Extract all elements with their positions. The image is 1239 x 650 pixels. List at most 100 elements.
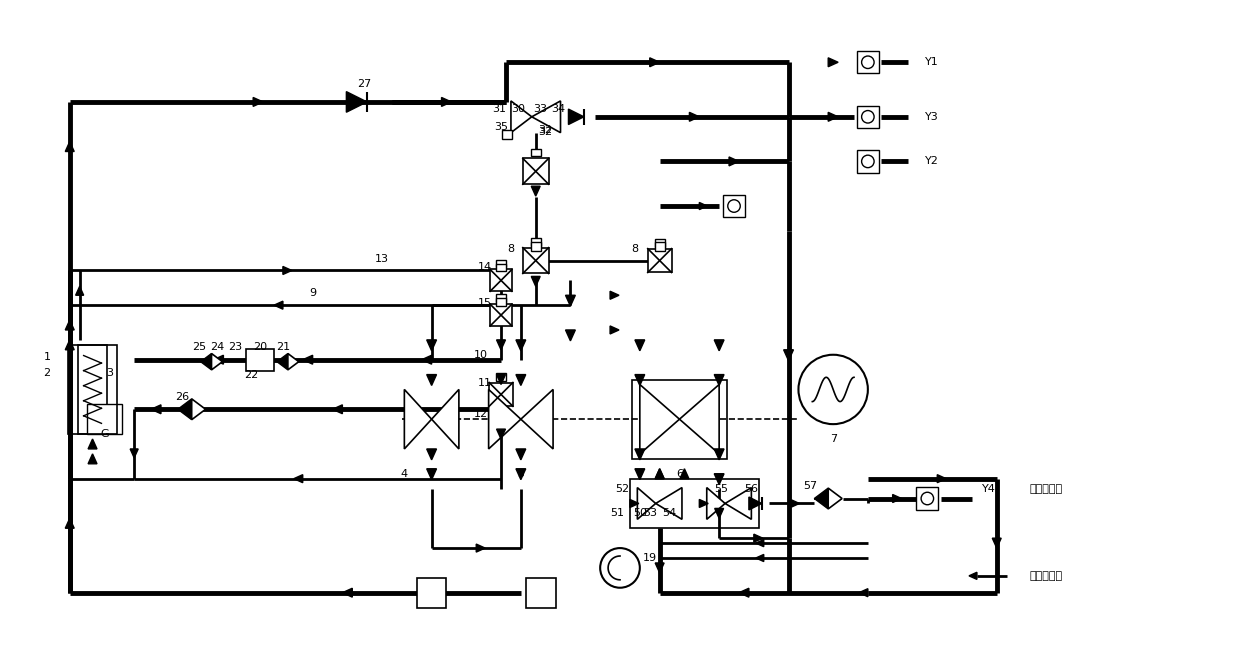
- Polygon shape: [714, 474, 724, 485]
- Polygon shape: [287, 354, 299, 370]
- Bar: [856, 51, 878, 73]
- Polygon shape: [756, 540, 763, 547]
- Bar: [68, 345, 118, 434]
- Text: 10: 10: [475, 350, 488, 359]
- Polygon shape: [532, 186, 540, 196]
- Polygon shape: [497, 340, 506, 350]
- Bar: [525, 578, 555, 608]
- Polygon shape: [937, 474, 947, 483]
- Polygon shape: [192, 399, 206, 420]
- Polygon shape: [294, 474, 302, 483]
- Polygon shape: [201, 354, 212, 370]
- Polygon shape: [610, 291, 620, 299]
- Bar: [632, 380, 726, 459]
- Polygon shape: [714, 374, 724, 385]
- Text: 14: 14: [478, 261, 492, 272]
- Circle shape: [727, 200, 740, 213]
- Polygon shape: [569, 109, 584, 125]
- Bar: [856, 150, 878, 172]
- Polygon shape: [88, 454, 97, 464]
- Text: 1: 1: [43, 352, 51, 362]
- Bar: [416, 578, 446, 608]
- Text: 54: 54: [663, 508, 676, 519]
- Text: 32: 32: [539, 127, 553, 136]
- Polygon shape: [828, 58, 838, 67]
- Polygon shape: [725, 488, 751, 519]
- Polygon shape: [332, 405, 342, 414]
- Polygon shape: [679, 385, 719, 454]
- Polygon shape: [421, 356, 431, 364]
- Polygon shape: [610, 326, 620, 334]
- Polygon shape: [515, 469, 525, 480]
- Polygon shape: [488, 389, 520, 449]
- Text: 20: 20: [253, 342, 268, 352]
- Polygon shape: [253, 98, 263, 107]
- Bar: [87, 404, 121, 434]
- Bar: [523, 159, 549, 184]
- Bar: [530, 242, 540, 251]
- Polygon shape: [634, 374, 644, 385]
- Bar: [530, 238, 540, 246]
- Polygon shape: [497, 374, 506, 385]
- Polygon shape: [347, 92, 367, 112]
- Text: 32: 32: [539, 125, 553, 135]
- Polygon shape: [178, 399, 192, 420]
- Text: 6: 6: [676, 469, 683, 478]
- Text: 27: 27: [357, 79, 372, 89]
- Polygon shape: [969, 572, 976, 579]
- Polygon shape: [278, 354, 287, 370]
- Polygon shape: [520, 389, 553, 449]
- Polygon shape: [680, 469, 689, 478]
- Bar: [654, 239, 664, 247]
- Polygon shape: [426, 449, 436, 460]
- Bar: [530, 148, 540, 157]
- Bar: [491, 304, 512, 326]
- Bar: [629, 478, 758, 528]
- Text: 8: 8: [632, 244, 638, 254]
- Polygon shape: [274, 301, 282, 309]
- Polygon shape: [992, 538, 1001, 548]
- Polygon shape: [649, 58, 659, 67]
- Text: 13: 13: [375, 254, 389, 263]
- Text: 25: 25: [192, 342, 207, 352]
- Circle shape: [861, 111, 873, 123]
- Polygon shape: [634, 449, 644, 460]
- Polygon shape: [441, 98, 451, 107]
- Bar: [496, 263, 506, 272]
- Polygon shape: [828, 488, 843, 509]
- Polygon shape: [66, 142, 74, 151]
- Polygon shape: [426, 469, 436, 480]
- Text: Y3: Y3: [926, 112, 939, 122]
- Text: 34: 34: [551, 104, 565, 114]
- Text: 12: 12: [475, 410, 488, 419]
- Text: 9: 9: [309, 288, 316, 298]
- Polygon shape: [639, 385, 679, 454]
- Bar: [856, 106, 878, 128]
- Polygon shape: [532, 276, 540, 287]
- Polygon shape: [565, 295, 575, 306]
- Text: 30: 30: [510, 104, 525, 114]
- Polygon shape: [497, 429, 506, 439]
- Text: 15: 15: [478, 298, 492, 308]
- Text: 23: 23: [228, 342, 243, 352]
- Text: 56: 56: [743, 484, 758, 493]
- Polygon shape: [699, 202, 707, 209]
- Polygon shape: [130, 449, 139, 458]
- Polygon shape: [282, 266, 292, 274]
- Polygon shape: [715, 508, 724, 518]
- Polygon shape: [510, 101, 532, 133]
- Polygon shape: [426, 374, 436, 385]
- Circle shape: [861, 155, 873, 168]
- Bar: [78, 345, 108, 434]
- Bar: [491, 270, 512, 291]
- Polygon shape: [828, 112, 838, 122]
- Text: 8: 8: [508, 244, 514, 254]
- Polygon shape: [738, 588, 748, 597]
- Text: 50: 50: [633, 508, 647, 519]
- Text: Y1: Y1: [926, 57, 939, 67]
- Bar: [502, 130, 512, 139]
- Text: 5: 5: [518, 469, 524, 478]
- Text: 35: 35: [494, 122, 508, 132]
- Polygon shape: [706, 488, 725, 519]
- Text: 21: 21: [276, 342, 290, 352]
